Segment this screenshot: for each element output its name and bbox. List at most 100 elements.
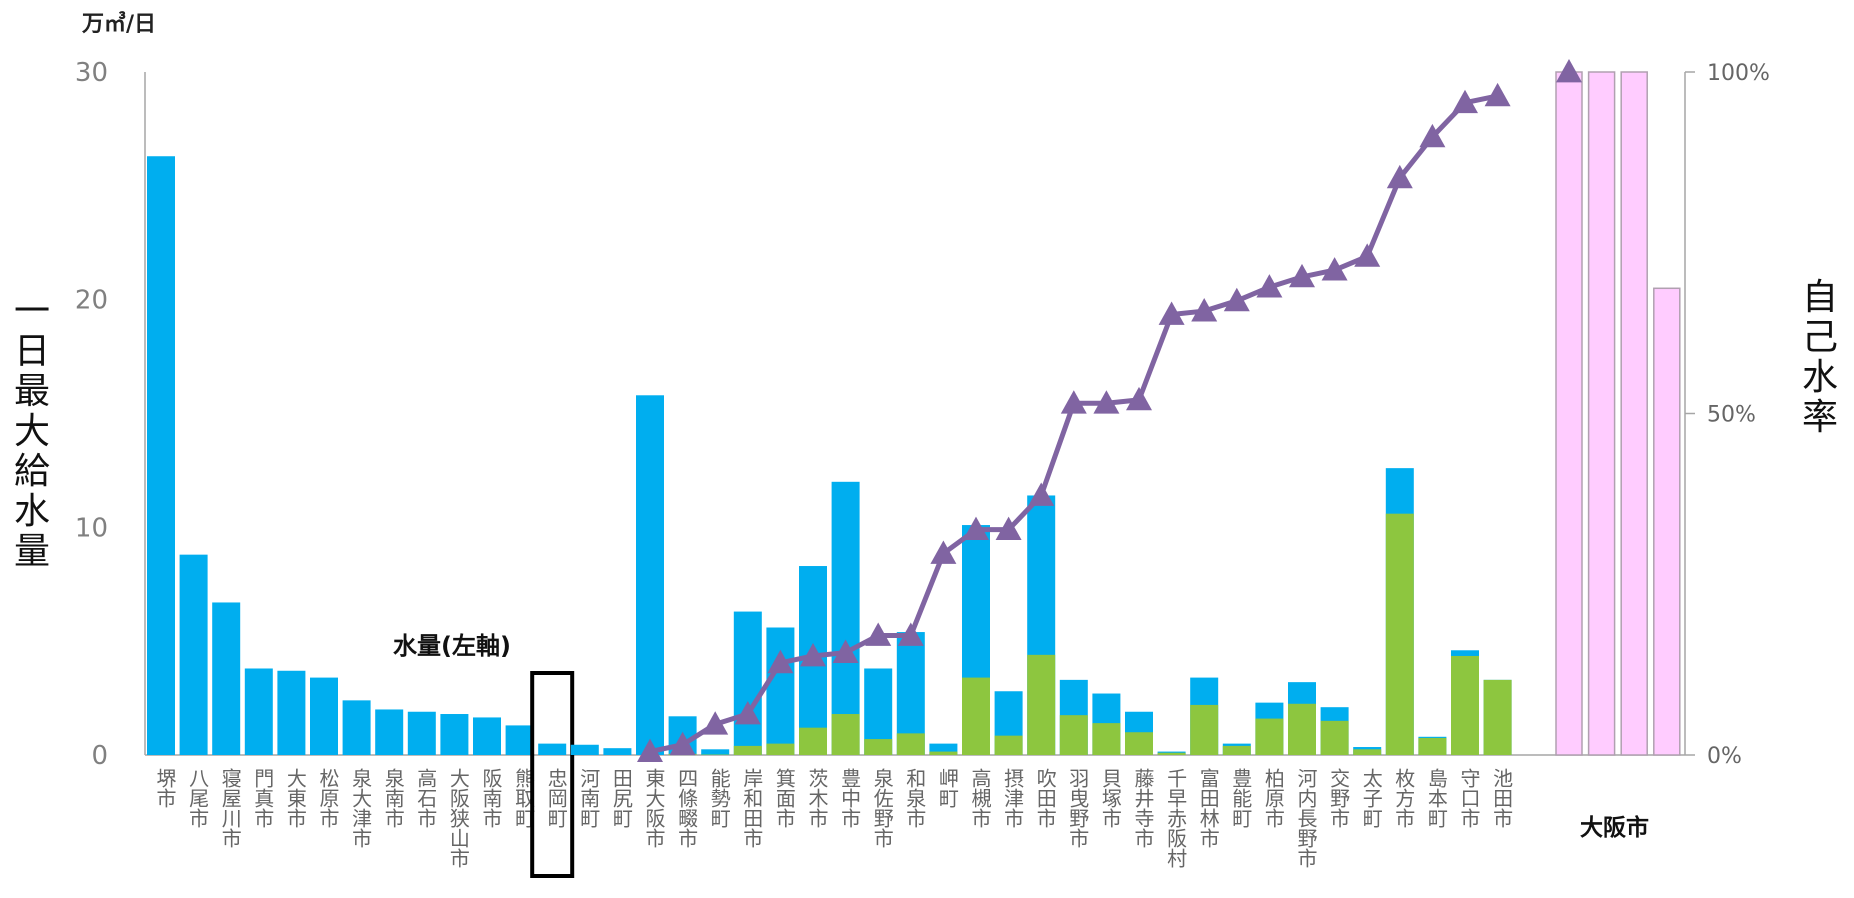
right-axis-title: 自己水率 bbox=[1801, 277, 1838, 438]
category-label: 四條畷市 bbox=[675, 768, 699, 848]
bar-total bbox=[733, 611, 762, 755]
category-label: 摂津市 bbox=[1001, 768, 1025, 828]
line-point bbox=[1126, 386, 1152, 411]
bar-own bbox=[1483, 679, 1512, 755]
line-point bbox=[637, 738, 663, 762]
line-point bbox=[669, 731, 696, 756]
category-label: 豊中市 bbox=[838, 768, 862, 828]
right-tick-label: 0% bbox=[1707, 744, 1742, 769]
bar-total bbox=[505, 725, 534, 755]
line-point bbox=[995, 516, 1022, 541]
line-point bbox=[1060, 390, 1087, 414]
category-label: 寝屋川市 bbox=[218, 768, 242, 848]
osaka-label: 大阪市 bbox=[1580, 815, 1649, 841]
category-label: 柏原市 bbox=[1261, 768, 1285, 828]
bar-total bbox=[212, 602, 241, 755]
bar-own bbox=[799, 727, 827, 755]
category-label: 富田林市 bbox=[1196, 768, 1220, 848]
bar-own bbox=[1353, 749, 1382, 755]
bar-total bbox=[473, 717, 501, 755]
bar-own bbox=[1222, 745, 1251, 755]
line-point bbox=[963, 516, 989, 541]
bar-total bbox=[929, 743, 958, 755]
bar-own bbox=[1255, 718, 1284, 755]
category-label: 池田市 bbox=[1490, 768, 1514, 828]
category-label: 岸和田市 bbox=[740, 768, 764, 848]
left-tick-label: 10 bbox=[75, 513, 108, 543]
bar-own bbox=[1059, 715, 1088, 755]
category-label: 茨木市 bbox=[805, 768, 829, 828]
bar-own bbox=[962, 677, 990, 755]
bar-own bbox=[1157, 752, 1186, 755]
bar-total bbox=[179, 554, 208, 755]
category-label: 堺市 bbox=[153, 768, 177, 808]
right-tick-label: 100% bbox=[1707, 61, 1770, 86]
line-point bbox=[1419, 123, 1446, 148]
osaka-bar bbox=[1620, 71, 1648, 756]
line-point bbox=[1158, 301, 1185, 325]
category-label: 大東市 bbox=[283, 768, 307, 828]
line-point bbox=[1321, 257, 1348, 281]
bar-total bbox=[570, 744, 599, 755]
bar-total bbox=[342, 700, 371, 755]
category-label: 枚方市 bbox=[1392, 768, 1416, 828]
line-point bbox=[897, 622, 924, 646]
category-label: 貝塚市 bbox=[1098, 768, 1122, 828]
line-point bbox=[1256, 274, 1283, 298]
category-label: 島本町 bbox=[1424, 768, 1448, 828]
line-point bbox=[702, 711, 729, 735]
line-point bbox=[832, 639, 859, 663]
bar-total bbox=[603, 748, 632, 755]
highlight-box bbox=[530, 671, 575, 878]
bar-total bbox=[766, 627, 795, 755]
category-label: 吹田市 bbox=[1033, 768, 1057, 828]
series-label: 水量(左軸) bbox=[393, 632, 511, 660]
bar-total bbox=[701, 749, 730, 755]
bar-own bbox=[831, 714, 860, 755]
bar-total bbox=[636, 395, 664, 755]
category-label: 八尾市 bbox=[186, 768, 210, 828]
left-tick-label: 20 bbox=[75, 286, 108, 316]
line-point bbox=[865, 622, 892, 646]
category-label: 忠岡町 bbox=[544, 768, 568, 828]
line-point bbox=[1386, 164, 1413, 189]
osaka-bar bbox=[1653, 287, 1681, 756]
line-point bbox=[1028, 482, 1055, 506]
osaka-bar bbox=[1555, 71, 1583, 756]
bar-own bbox=[1092, 723, 1121, 755]
category-label: 東大阪市 bbox=[642, 768, 666, 848]
line-point bbox=[1191, 298, 1218, 322]
bar-total bbox=[310, 677, 338, 755]
bar-total bbox=[538, 743, 567, 755]
bar-own bbox=[1320, 720, 1349, 755]
line-point bbox=[1289, 263, 1315, 288]
bar-total bbox=[440, 714, 469, 755]
category-label: 羽曳野市 bbox=[1066, 768, 1090, 848]
category-label: 岬町 bbox=[935, 768, 959, 808]
bar-total bbox=[244, 668, 273, 755]
category-label: 高槻市 bbox=[968, 768, 992, 828]
line-point bbox=[930, 540, 957, 564]
right-tick-label: 50% bbox=[1707, 403, 1756, 428]
bar-own bbox=[864, 739, 893, 755]
line-point bbox=[1452, 89, 1478, 114]
category-label: 阪南市 bbox=[479, 768, 503, 828]
bar-own bbox=[766, 743, 795, 755]
category-label: 箕面市 bbox=[772, 768, 796, 828]
left-axis-title: 一日最大給水量 bbox=[13, 291, 50, 572]
bar-total bbox=[375, 709, 404, 755]
bar-own bbox=[994, 735, 1023, 755]
bar-total bbox=[831, 481, 860, 755]
bar-total bbox=[407, 711, 436, 755]
bar-own bbox=[929, 751, 958, 755]
left-tick-label: 30 bbox=[75, 58, 108, 88]
category-label: 高石市 bbox=[414, 768, 438, 828]
category-label: 和泉市 bbox=[903, 768, 927, 828]
bar-total bbox=[147, 156, 175, 755]
line-point bbox=[767, 649, 794, 674]
category-label: 藤井寺市 bbox=[1131, 768, 1155, 848]
osaka-line-point bbox=[1556, 59, 1582, 83]
category-label: 豊能町 bbox=[1229, 768, 1253, 828]
category-label: 能勢町 bbox=[707, 768, 731, 828]
